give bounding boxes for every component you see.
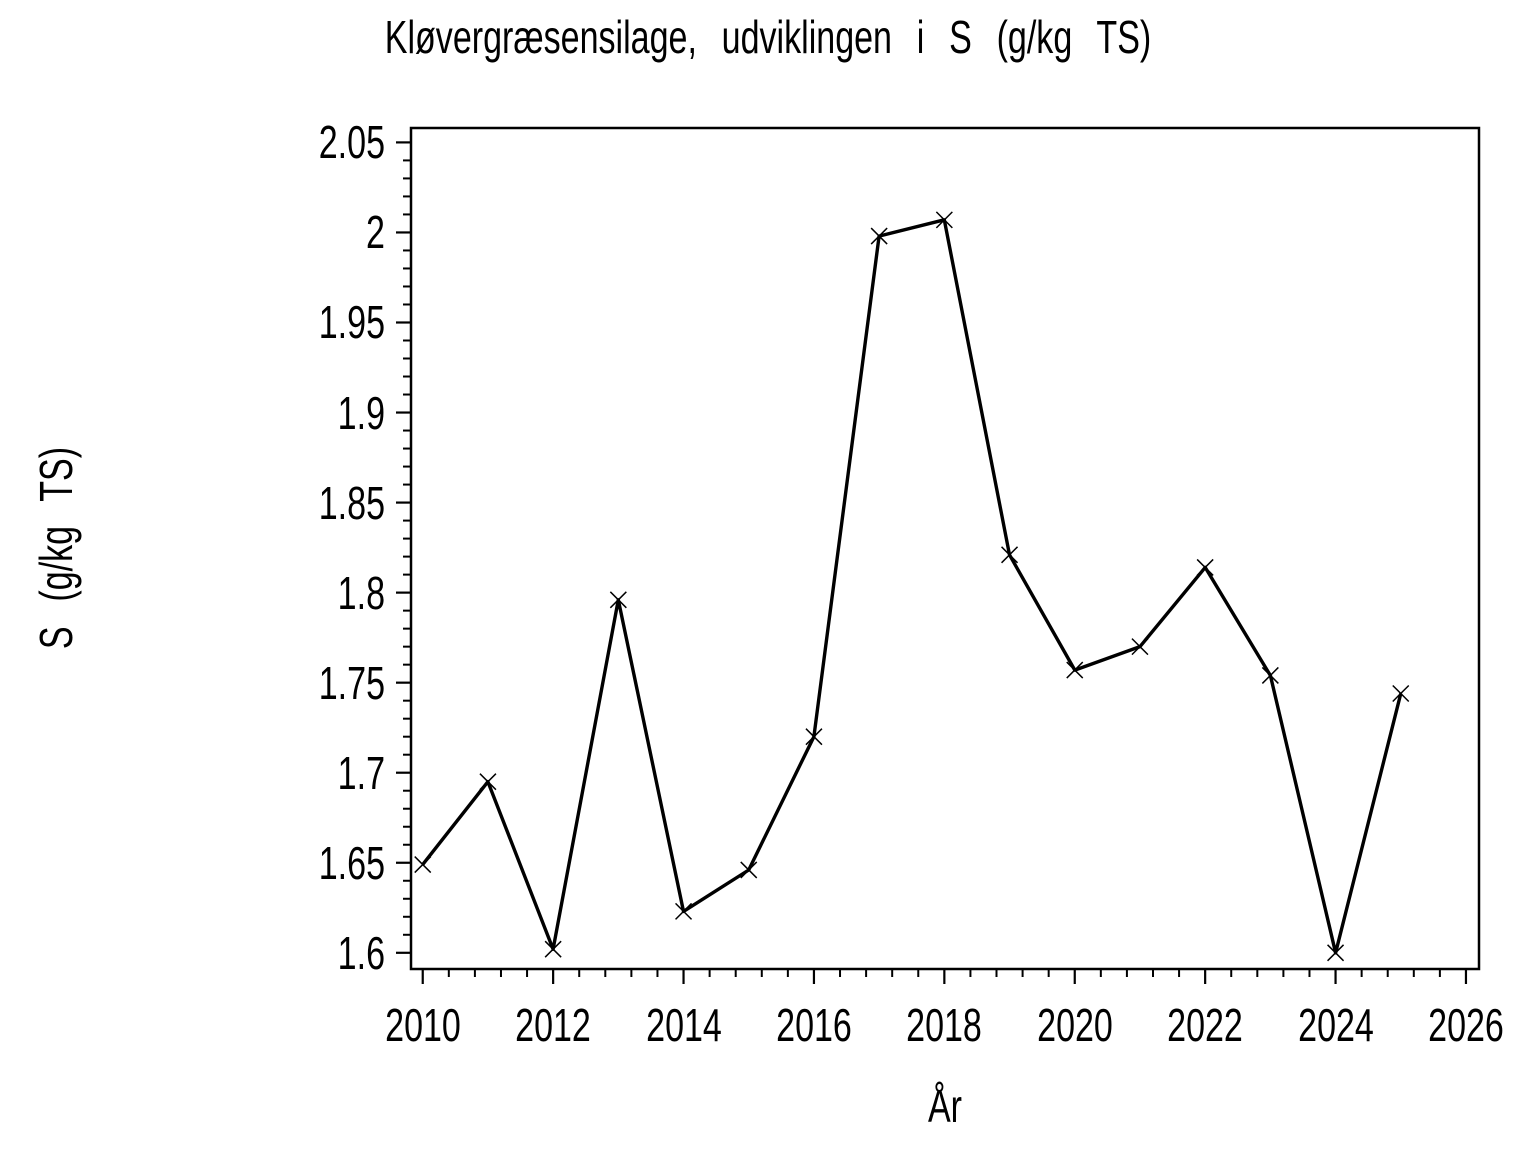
x-axis-title: År	[927, 1080, 963, 1132]
data-point-marker	[870, 227, 888, 245]
data-point-marker	[740, 861, 758, 879]
data-point-marker	[1066, 661, 1084, 679]
data-point-marker	[479, 773, 497, 791]
data-point-marker	[1001, 546, 1019, 564]
data-point-marker	[1131, 638, 1149, 656]
data-point-marker	[1327, 944, 1345, 962]
data-point-marker	[609, 591, 627, 609]
data-point-marker	[1392, 684, 1410, 702]
data-line	[421, 218, 1403, 955]
chart-title: Kløvergræsensilage, udviklingen i S (g/k…	[384, 11, 1152, 63]
data-point-marker	[1261, 666, 1279, 684]
data-point-marker	[935, 211, 953, 229]
data-point-marker	[805, 728, 823, 746]
data-point-marker	[1196, 558, 1214, 576]
data-point-marker	[544, 940, 562, 958]
data-point-marker	[414, 856, 432, 874]
data-point-marker	[675, 902, 693, 920]
plot-frame	[409, 126, 1481, 971]
